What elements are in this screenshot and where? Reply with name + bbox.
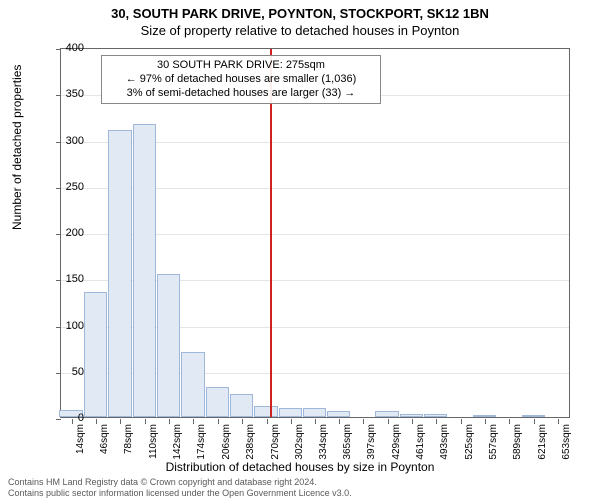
y-tick-label: 350 [44,88,84,100]
x-axis-label: Distribution of detached houses by size … [0,460,600,474]
x-tick-label: 653sqm [561,424,572,460]
chart-plot-area: 30 SOUTH PARK DRIVE: 275sqm← 97% of deta… [60,48,570,418]
x-tick-mark [291,419,292,424]
histogram-bar [108,130,131,417]
x-tick-label: 589sqm [512,424,523,460]
x-tick-label: 206sqm [221,424,232,460]
x-tick-label: 302sqm [294,424,305,460]
y-tick-label: 400 [44,42,84,54]
x-tick-label: 365sqm [342,424,353,460]
x-tick-label: 621sqm [537,424,548,460]
x-tick-label: 14sqm [75,424,86,454]
y-axis-label: Number of detached properties [10,65,24,230]
x-tick-mark [145,419,146,424]
histogram-bar [424,414,447,417]
y-tick-label: 0 [44,412,84,424]
x-tick-label: 78sqm [123,424,134,454]
x-tick-mark [388,419,389,424]
x-tick-mark [339,419,340,424]
x-tick-label: 110sqm [148,424,159,459]
histogram-bar [522,415,545,417]
x-tick-mark [96,419,97,424]
x-tick-label: 270sqm [270,424,281,460]
x-tick-label: 142sqm [172,424,183,460]
x-tick-mark [242,419,243,424]
histogram-bar [279,408,302,417]
y-tick-label: 150 [44,273,84,285]
title-line-1: 30, SOUTH PARK DRIVE, POYNTON, STOCKPORT… [0,6,600,21]
histogram-bar [230,394,253,417]
x-tick-mark [267,419,268,424]
x-tick-label: 557sqm [488,424,499,460]
x-tick-mark [436,419,437,424]
x-tick-mark [120,419,121,424]
x-tick-mark [169,419,170,424]
x-tick-label: 238sqm [245,424,256,460]
x-tick-label: 525sqm [464,424,475,460]
x-tick-mark [461,419,462,424]
x-tick-mark [509,419,510,424]
footer-line-2: Contains public sector information licen… [8,488,352,498]
x-tick-label: 46sqm [99,424,110,454]
annotation-line-2: ← 97% of detached houses are smaller (1,… [108,73,374,87]
x-tick-mark [193,419,194,424]
x-tick-label: 174sqm [196,424,207,460]
histogram-bar [84,292,107,417]
y-tick-label: 100 [44,320,84,332]
histogram-bar [303,408,326,417]
x-tick-label: 334sqm [318,424,329,460]
x-tick-mark [315,419,316,424]
annotation-line-1: 30 SOUTH PARK DRIVE: 275sqm [108,59,374,73]
x-tick-mark [218,419,219,424]
x-tick-mark [485,419,486,424]
footer-attribution: Contains HM Land Registry data © Crown c… [8,477,352,498]
histogram-bar [375,411,398,417]
annotation-box: 30 SOUTH PARK DRIVE: 275sqm← 97% of deta… [101,55,381,104]
x-tick-label: 461sqm [415,424,426,460]
y-tick-label: 250 [44,181,84,193]
histogram-bar [157,274,180,417]
x-tick-mark [534,419,535,424]
x-tick-mark [412,419,413,424]
x-tick-label: 429sqm [391,424,402,460]
annotation-line-3: 3% of semi-detached houses are larger (3… [108,87,374,101]
chart-title-block: 30, SOUTH PARK DRIVE, POYNTON, STOCKPORT… [0,0,600,38]
x-tick-mark [363,419,364,424]
histogram-bar [206,387,229,417]
histogram-bar [400,414,423,417]
histogram-bar [181,352,204,417]
y-tick-label: 300 [44,135,84,147]
histogram-bar [133,124,156,417]
footer-line-1: Contains HM Land Registry data © Crown c… [8,477,352,487]
histogram-bar [327,411,350,417]
x-tick-mark [558,419,559,424]
y-tick-label: 50 [44,366,84,378]
title-line-2: Size of property relative to detached ho… [0,23,600,38]
y-tick-label: 200 [44,227,84,239]
histogram-bar [473,415,496,417]
histogram-bar [254,406,277,417]
x-tick-label: 493sqm [439,424,450,460]
x-tick-label: 397sqm [366,424,377,460]
